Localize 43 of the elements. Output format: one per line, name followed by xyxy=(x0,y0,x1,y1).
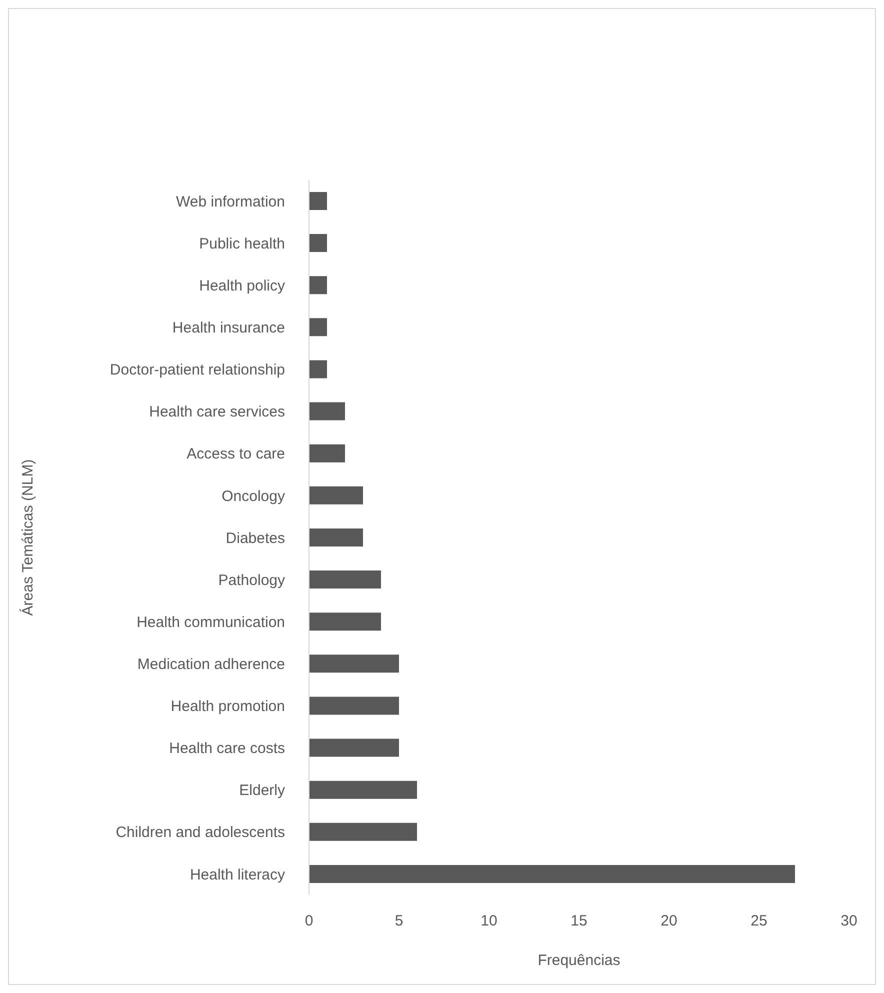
y-tick-label: Health insurance xyxy=(172,320,285,337)
x-tick-label: 30 xyxy=(840,912,858,930)
y-tick-label: Children and adolescents xyxy=(116,824,285,842)
y-tick-label: Public health xyxy=(199,235,285,252)
y-tick-label: Access to care xyxy=(186,446,285,463)
y-tick-label: Elderly xyxy=(239,782,286,800)
bar xyxy=(309,780,417,799)
bar xyxy=(309,738,399,757)
bar xyxy=(309,486,363,504)
y-tick-label: Web information xyxy=(176,193,285,210)
bar xyxy=(309,864,795,883)
y-tick-label: Health care services xyxy=(149,404,285,421)
x-tick-label: 10 xyxy=(480,912,498,930)
bar xyxy=(309,570,381,589)
y-tick-label: Doctor-patient relationship xyxy=(110,362,285,379)
bar xyxy=(309,654,399,673)
bar xyxy=(309,402,345,420)
x-axis-title: Frequências xyxy=(538,952,620,969)
bar xyxy=(309,528,363,546)
x-tick-label: 0 xyxy=(304,912,314,930)
x-tick-label: 15 xyxy=(570,912,588,930)
bar xyxy=(309,612,381,631)
y-tick-label: Pathology xyxy=(218,572,286,589)
x-tick-label: 20 xyxy=(660,912,678,930)
y-tick-label: Health communication xyxy=(136,614,285,631)
x-tick-label: 25 xyxy=(750,912,768,930)
y-axis-title: Áreas Temáticas (NLM) xyxy=(18,459,36,616)
bar xyxy=(309,192,327,210)
bar xyxy=(309,696,399,715)
y-tick-label: Health care costs xyxy=(169,740,285,758)
y-tick-label: Diabetes xyxy=(226,530,285,547)
bar xyxy=(309,318,327,336)
y-tick-label: Medication adherence xyxy=(137,656,285,673)
bar xyxy=(309,822,417,841)
y-tick-label: Health policy xyxy=(199,277,286,294)
bar xyxy=(309,360,327,378)
y-tick-label: Oncology xyxy=(222,488,286,505)
bar xyxy=(309,444,345,462)
x-tick-label: 5 xyxy=(394,912,404,930)
bar xyxy=(309,276,327,294)
bar xyxy=(309,234,327,252)
y-tick-label: Health literacy xyxy=(190,866,286,884)
y-tick-label: Health promotion xyxy=(170,698,285,716)
